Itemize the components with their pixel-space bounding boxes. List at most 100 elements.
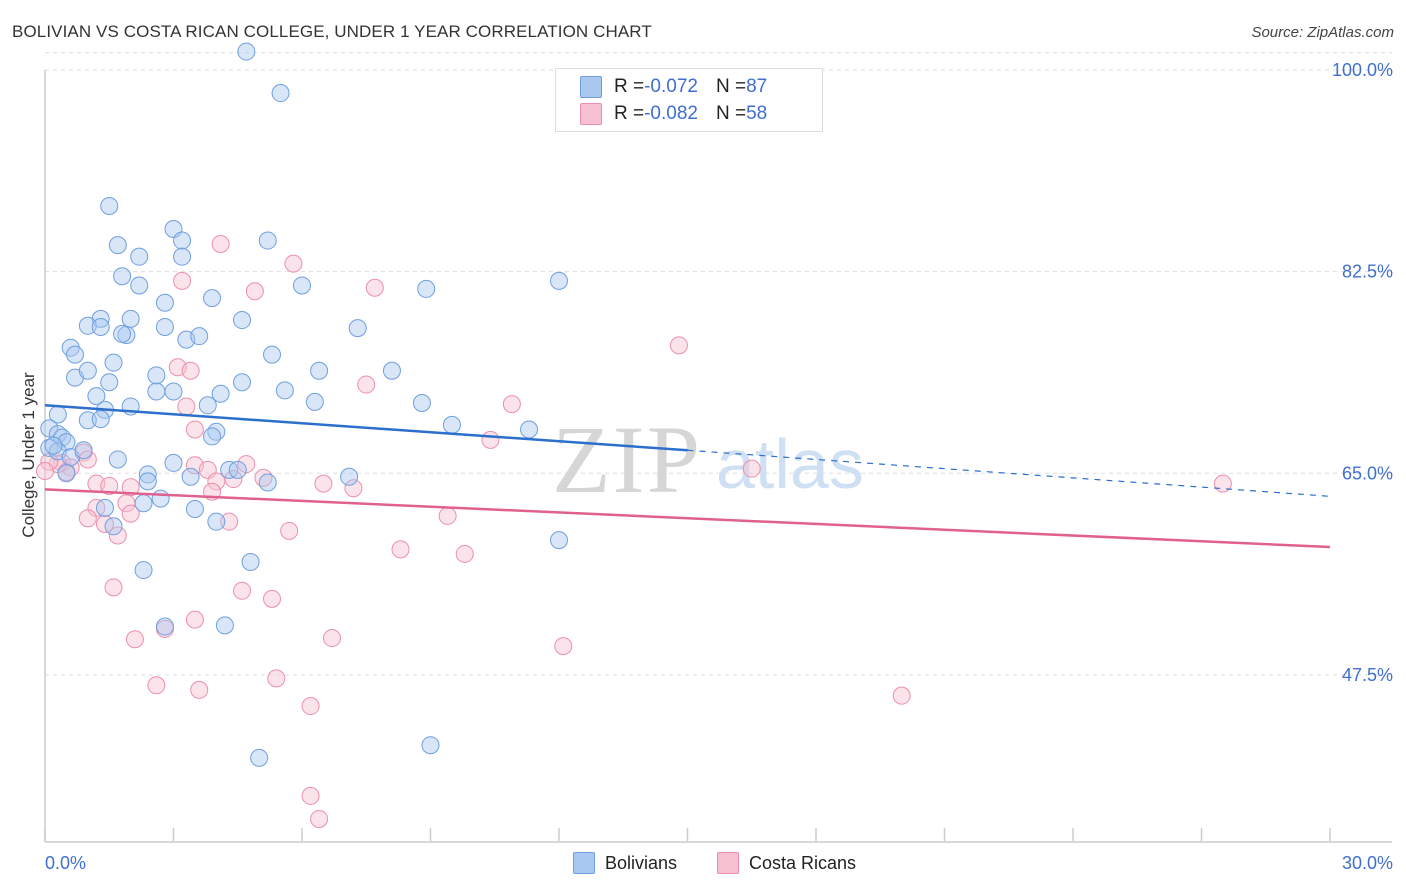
bolivian-point	[95, 498, 114, 517]
costa-rican-point	[742, 459, 761, 478]
bottom-legend-label: Bolivians	[605, 852, 678, 873]
bolivian-point	[241, 553, 260, 572]
bolivian-point	[181, 467, 200, 486]
costa-rican-point	[78, 509, 97, 528]
bolivian-point	[412, 393, 431, 412]
bolivian-point	[233, 373, 252, 392]
bolivian-point	[130, 247, 149, 266]
bolivian-point	[108, 236, 127, 255]
tick-labels: 47.5% 65.0% 82.5% 100.0% 0.0% 30.0%	[45, 60, 1393, 873]
bolivian-point	[74, 441, 93, 460]
bolivian-point	[237, 42, 256, 61]
bolivian-point	[57, 464, 76, 483]
costa-rican-point	[125, 630, 144, 649]
costa-rican-point	[301, 697, 320, 716]
bolivian-point	[108, 450, 127, 469]
costa-rican-point	[190, 680, 209, 699]
bolivian-point	[233, 311, 252, 330]
costa-rican-point	[455, 544, 474, 563]
costa-rican-point	[245, 282, 264, 301]
chart-title: BOLIVIAN VS COSTA RICAN COLLEGE, UNDER 1…	[12, 22, 652, 41]
legend-row-bolivians: R = -0.072 N = 87	[580, 74, 767, 100]
bolivian-point	[211, 384, 230, 403]
bolivian-point	[138, 465, 157, 484]
costa-rican-point	[892, 686, 911, 705]
watermark-zip: ZIP	[552, 406, 702, 513]
costa-rican-point	[310, 809, 329, 828]
x-tick-label: 0.0%	[45, 853, 86, 873]
bolivian-point	[78, 361, 97, 380]
costa-rican-point	[108, 526, 127, 545]
correlation-legend: R = -0.072 N = 87 R = -0.082 N = 58	[555, 68, 823, 132]
bolivian-point	[442, 415, 461, 434]
costa-rican-point	[211, 234, 230, 253]
y-tick-label: 100.0%	[1332, 60, 1393, 80]
bolivian-point	[207, 512, 226, 531]
costa-rican-point	[173, 271, 192, 290]
grid-lines	[45, 52, 1392, 676]
bolivian-point	[185, 500, 204, 519]
costa-rican-point	[344, 479, 363, 498]
costa-rican-point	[391, 540, 410, 559]
bolivian-point	[164, 382, 183, 401]
bolivian-point	[250, 748, 269, 767]
bolivian-point	[65, 345, 84, 364]
bolivian-point	[147, 382, 166, 401]
bottom-legend-swatch-blue	[573, 852, 595, 874]
bolivian-point	[151, 489, 170, 508]
legend-n-label: N =	[715, 76, 747, 97]
bolivian-point	[155, 617, 174, 636]
bolivian-point	[228, 460, 247, 479]
costa-rican-point	[224, 470, 243, 489]
costa-ricans-points	[36, 234, 1232, 828]
bottom-legend-bolivians: Bolivians	[573, 852, 677, 874]
bolivian-point	[203, 427, 222, 446]
bolivian-point	[134, 561, 153, 580]
bolivian-point	[91, 317, 110, 336]
legend-swatch-blue	[580, 76, 602, 98]
bolivian-point	[138, 472, 157, 491]
bolivian-point	[421, 736, 440, 755]
bolivian-point	[100, 196, 119, 215]
costa-rican-point	[669, 336, 688, 355]
bolivian-point	[130, 276, 149, 295]
trend-lines	[44, 404, 1331, 549]
costa-rican-point	[365, 278, 384, 297]
legend-n-label: N =	[715, 103, 747, 124]
bolivian-point	[155, 317, 174, 336]
bolivian-point	[87, 387, 106, 406]
costa-rican-point	[147, 676, 166, 695]
costa-ricans-trend-line	[44, 488, 1331, 549]
bolivians-trend-line	[44, 404, 688, 452]
costa-rican-point	[267, 669, 286, 688]
bolivian-point	[417, 279, 436, 298]
costa-rican-point	[502, 395, 521, 414]
costa-rican-point	[554, 637, 573, 656]
costa-rican-point	[104, 578, 123, 597]
bolivian-point	[520, 420, 539, 439]
bolivian-point	[550, 531, 568, 550]
bolivian-point	[348, 319, 367, 338]
bolivian-point	[104, 353, 123, 372]
bolivian-point	[78, 411, 97, 430]
bolivian-point	[215, 616, 234, 635]
bolivians-points	[40, 42, 568, 767]
costa-rican-point	[357, 375, 376, 394]
legend-r-label: R =	[614, 76, 645, 97]
bolivian-point	[155, 293, 174, 312]
bolivian-point	[91, 410, 110, 429]
y-axis-label: College, Under 1 year	[19, 372, 38, 538]
costa-rican-point	[177, 397, 196, 416]
bolivian-point	[78, 316, 97, 335]
bolivian-point	[263, 345, 282, 364]
bolivian-point	[293, 276, 311, 295]
source-label: Source: ZipAtlas.com	[1251, 24, 1394, 41]
legend-r-value: -0.082	[644, 103, 698, 124]
bolivian-point	[340, 467, 359, 486]
bolivian-point	[275, 381, 294, 400]
x-tick-label: 30.0%	[1342, 853, 1393, 873]
bolivian-point	[203, 289, 222, 308]
bottom-legend-costa-ricans: Costa Ricans	[717, 852, 856, 874]
bolivian-point	[305, 392, 324, 411]
